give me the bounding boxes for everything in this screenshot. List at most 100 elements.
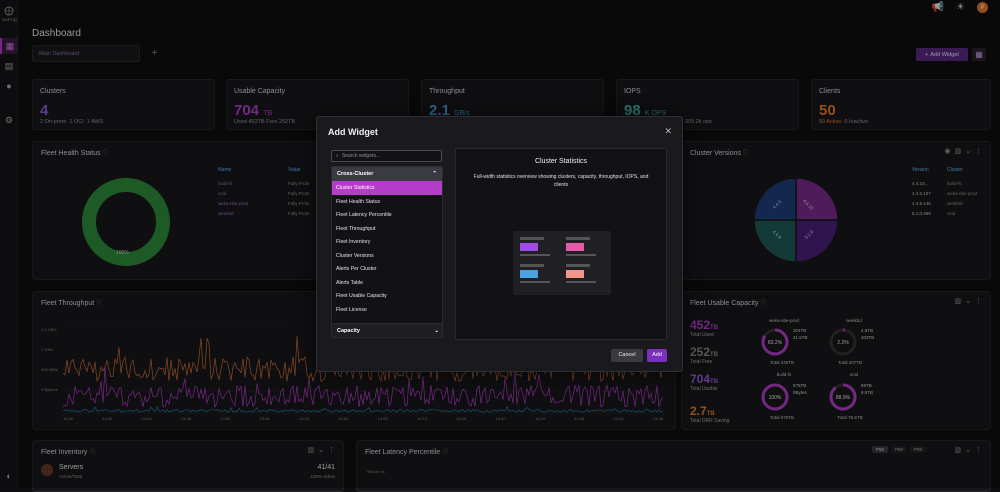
- table-toggle-icon[interactable]: ▥: [954, 447, 962, 454]
- more-icon[interactable]: ⋮: [975, 298, 982, 305]
- cap-detail: 4.6TB 203TB: [861, 327, 874, 341]
- widget-item-cluster-statistics[interactable]: Cluster Statistics: [332, 181, 442, 195]
- total-value: 2.7: [690, 404, 707, 418]
- chevron-down-icon[interactable]: ⌄: [318, 447, 324, 454]
- throughput-title: Throughput: [429, 88, 465, 95]
- more-icon[interactable]: ⋮: [975, 148, 982, 155]
- total-used: 452TB Total Used: [690, 318, 729, 345]
- fleet-latency-title: Fleet Latency Percentile ⓘ: [365, 447, 448, 456]
- widget-preview: Cluster Statistics Full-width statistics…: [455, 148, 667, 340]
- x-tick: 14:32: [613, 416, 624, 421]
- capacity-title: Usable Capacity: [234, 88, 285, 95]
- clients-inactive: 0 Inactive: [844, 119, 868, 125]
- widget-item-alerts-table[interactable]: Alerts Table: [336, 279, 364, 286]
- clients-card: Clients 50 50 Active 0 Inactive: [811, 79, 991, 130]
- cluster-name: build-fs: [776, 372, 792, 377]
- fleet-usable-title-text: Fleet Usable Capacity: [690, 300, 759, 307]
- category-cross-cluster[interactable]: Cross-Cluster ⌃: [332, 167, 442, 181]
- theme-toggle-icon[interactable]: ◐: [6, 471, 12, 481]
- version-row: 5.1.0.499: [912, 211, 931, 216]
- info-icon[interactable]: ⓘ: [102, 151, 109, 157]
- y-tick: 0 Bytes/s: [41, 387, 58, 392]
- cap-used: 4.6TB: [861, 328, 874, 333]
- cap-ring-pct: 2.2%: [837, 340, 849, 346]
- chevron-down-icon[interactable]: ⌄: [965, 298, 971, 305]
- info-icon[interactable]: ⓘ: [742, 151, 749, 157]
- widget-item-fleet-latency-percentile[interactable]: Fleet Latency Percentile: [336, 212, 392, 218]
- table-toggle-icon[interactable]: ▥: [954, 148, 962, 155]
- chevron-down-icon[interactable]: ⌄: [965, 148, 971, 155]
- info-icon[interactable]: ⓘ: [96, 301, 103, 307]
- search-placeholder: Search widgets...: [341, 153, 381, 159]
- widget-item-fleet-license[interactable]: Fleet License: [336, 306, 367, 313]
- sun-icon[interactable]: ☀: [956, 2, 965, 13]
- widget-item-alerts-per-cluster[interactable]: Alerts Per Cluster: [336, 266, 377, 272]
- more-icon[interactable]: ⋮: [975, 447, 982, 454]
- chevron-up-icon: ⌃: [432, 171, 437, 177]
- total-unit: TB: [710, 379, 719, 385]
- widget-item-fleet-usable-capacity[interactable]: Fleet Usable Capacity: [336, 293, 387, 299]
- iops-unit: K OPS: [644, 110, 667, 117]
- throughput-y-ticks: 1.2 GB/s 1 GB/s 500 MB/s 0 Bytes/s: [41, 320, 58, 400]
- table-toggle-icon[interactable]: ▥: [307, 447, 315, 454]
- p50-button[interactable]: P50: [872, 446, 889, 453]
- preview-title: Cluster Statistics: [534, 158, 588, 165]
- chevron-down-icon[interactable]: ⌄: [965, 447, 971, 454]
- widget-item-fleet-health-status[interactable]: Fleet Health Status: [336, 198, 381, 205]
- x-tick: 14:36: [652, 416, 663, 421]
- x-tick: 14:04: [338, 416, 349, 421]
- capacity-unit: TB: [263, 110, 273, 117]
- modal-title: Add Widget: [328, 127, 378, 137]
- col-value[interactable]: Value: [288, 167, 301, 173]
- cap-used: 575TB: [793, 383, 807, 388]
- p99-button[interactable]: P99: [910, 446, 927, 453]
- fleet-usable-panel: Fleet Usable Capacity ⓘ ▥ ⌄ ⋮ 452TB Total U…: [681, 291, 991, 430]
- search-widgets-input[interactable]: ⌕ Search widgets...: [331, 150, 442, 162]
- widget-item-fleet-throughput[interactable]: Fleet Throughput: [336, 225, 376, 232]
- cancel-button[interactable]: Cancel: [611, 349, 643, 362]
- col-version[interactable]: Version: [912, 167, 929, 173]
- widget-list: Cross-Cluster ⌃ Cluster Statistics Fleet …: [331, 166, 443, 338]
- add-widget-label: Add Widget: [930, 51, 959, 58]
- widget-item-cluster-versions[interactable]: Cluster Versions: [336, 252, 374, 259]
- servers-nav-icon[interactable]: ▤: [4, 60, 14, 71]
- avatar[interactable]: P: [977, 2, 988, 13]
- latency-tick: 965.06 ns: [367, 469, 385, 474]
- logo-text: SOFTIQ: [2, 17, 17, 22]
- megaphone-icon[interactable]: 📢: [931, 2, 945, 13]
- x-tick: 14:08: [377, 416, 388, 421]
- col-name[interactable]: Name: [218, 167, 232, 173]
- preview-description: Full-width statistics overview showing c…: [473, 174, 649, 188]
- add-button[interactable]: Add: [647, 349, 667, 362]
- cluster-list: build-fs weka-nbe-prod weekbd ocid: [947, 179, 977, 219]
- version-list: 4.4.10... 4.4.5.107 4.4.9.145 5.1.0.499: [912, 179, 931, 219]
- p90-button[interactable]: P90: [891, 446, 908, 453]
- table-toggle-icon[interactable]: ▥: [954, 298, 962, 305]
- tab-main-dashboard[interactable]: Main Dashboard: [32, 45, 140, 62]
- x-tick: 13:48: [180, 416, 191, 421]
- category-capacity[interactable]: Capacity ⌄: [332, 323, 442, 337]
- health-row-value: Fully Prote: [288, 201, 310, 206]
- layout-grid-button[interactable]: ▦: [972, 48, 986, 61]
- health-donut: [82, 178, 170, 266]
- cap-free: 41.5TB: [793, 335, 808, 340]
- info-icon[interactable]: ⓘ: [442, 450, 449, 456]
- settings-nav-icon[interactable]: ⚙: [4, 114, 14, 125]
- cluster-versions-title-text: Cluster Versions: [690, 150, 741, 157]
- info-icon[interactable]: ⓘ: [760, 301, 767, 307]
- add-widget-button[interactable]: + Add Widget: [916, 48, 968, 61]
- col-cluster[interactable]: Cluster: [947, 167, 963, 173]
- dashboard-nav-icon[interactable]: ▦: [0, 38, 18, 54]
- chevron-down-icon: ⌄: [434, 328, 439, 334]
- close-icon[interactable]: ✕: [664, 126, 672, 136]
- more-icon[interactable]: ⋮: [328, 447, 335, 454]
- info-icon[interactable]: ⓘ: [89, 450, 96, 456]
- x-tick: 14:00: [298, 416, 309, 421]
- add-tab-button[interactable]: +: [151, 48, 158, 59]
- chart-toggle-icon[interactable]: ◉: [944, 148, 951, 155]
- cluster-row: weka-nbe-prod: [947, 191, 978, 196]
- iops-sub: 305.2k ops: [685, 119, 712, 125]
- widget-item-fleet-inventory[interactable]: Fleet Inventory: [336, 239, 371, 245]
- plus-icon: +: [925, 51, 929, 58]
- alerts-nav-icon[interactable]: ●: [6, 81, 12, 91]
